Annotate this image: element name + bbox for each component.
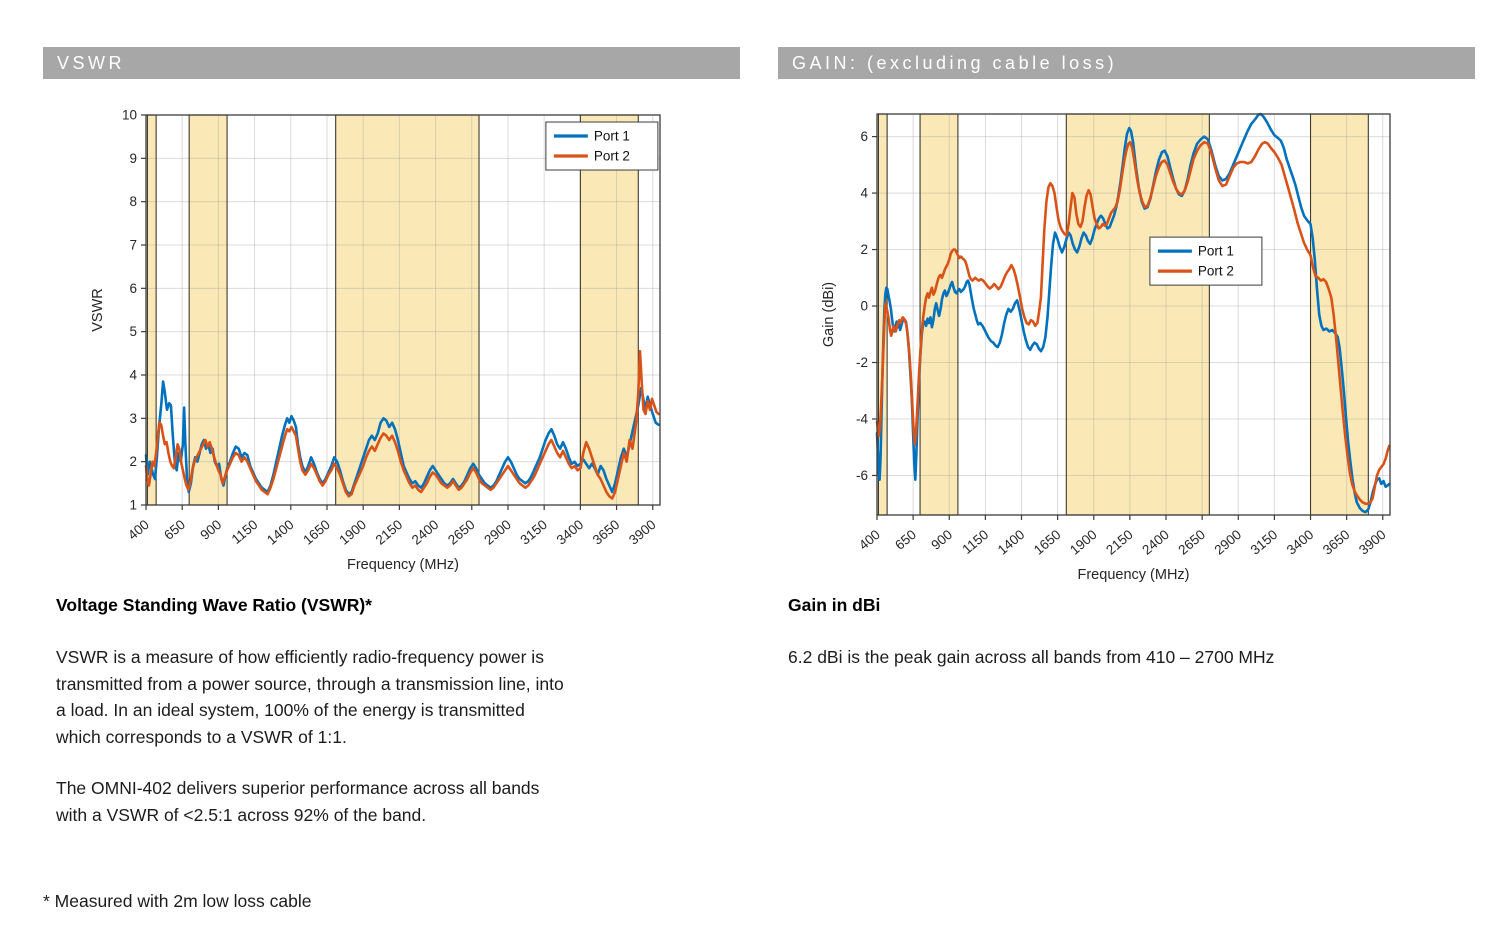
vswr-chart: 400 650 900 1150 1400 1650 1900 2150 2400 2650 290… bbox=[90, 108, 661, 573]
x-tick-label: 400 bbox=[125, 517, 152, 543]
y-tick-label: 5 bbox=[129, 324, 137, 339]
y-tick-label: 6 bbox=[860, 129, 868, 144]
legend-label: Port 1 bbox=[1198, 244, 1234, 259]
frequency-band-highlight bbox=[878, 114, 888, 515]
y-axis-label: VSWR bbox=[90, 288, 106, 332]
x-tick-label: 3650 bbox=[590, 517, 623, 548]
legend-box bbox=[545, 121, 659, 171]
x-tick-label: 650 bbox=[161, 517, 188, 543]
x-tick-label: 1650 bbox=[1031, 527, 1064, 558]
port2-line bbox=[144, 349, 660, 500]
x-tick-label: 3150 bbox=[517, 517, 550, 548]
x-axis-label: Frequency (MHz) bbox=[347, 557, 459, 573]
legend-label: Port 1 bbox=[594, 129, 630, 144]
vswr-header-bar: VSWR bbox=[43, 47, 740, 79]
gain-paragraph-1: 6.2 dBi is the peak gain across all band… bbox=[788, 647, 1275, 667]
x-axis-label: Frequency (MHz) bbox=[1078, 567, 1190, 583]
x-tick-label: 2900 bbox=[481, 517, 514, 548]
y-tick-label: 1 bbox=[129, 498, 137, 513]
y-tick-label: -6 bbox=[856, 468, 868, 483]
y-tick-label: 8 bbox=[129, 194, 137, 209]
x-tick-label: 1900 bbox=[336, 517, 369, 548]
legend-box bbox=[1149, 236, 1263, 286]
y-tick-label: -2 bbox=[856, 355, 868, 370]
y-tick-label: 9 bbox=[129, 151, 137, 166]
y-tick-label: 4 bbox=[129, 368, 137, 383]
y-tick-label: 3 bbox=[129, 411, 137, 426]
y-tick-label: 2 bbox=[129, 454, 137, 469]
x-tick-label: 1150 bbox=[229, 517, 261, 547]
x-tick-label: 3650 bbox=[1320, 527, 1353, 558]
y-tick-label: 2 bbox=[860, 242, 868, 257]
x-tick-label: 2400 bbox=[409, 517, 442, 548]
x-tick-label: 2400 bbox=[1139, 527, 1172, 558]
x-tick-label: 3900 bbox=[1356, 527, 1389, 558]
port2-line bbox=[875, 140, 1391, 506]
x-tick-label: 2650 bbox=[445, 517, 478, 548]
vswr-section-heading: Voltage Standing Wave Ratio (VSWR)* bbox=[56, 595, 372, 615]
y-tick-label: 7 bbox=[129, 238, 137, 253]
axes-box bbox=[145, 114, 661, 506]
y-tick-label: -4 bbox=[856, 411, 868, 426]
x-tick-label: 900 bbox=[928, 527, 955, 553]
x-tick-label: 2150 bbox=[1103, 527, 1136, 558]
x-tick-label: 2900 bbox=[1212, 527, 1245, 558]
x-tick-label: 400 bbox=[856, 527, 883, 553]
y-tick-label: 0 bbox=[860, 299, 868, 314]
x-tick-label: 1400 bbox=[995, 527, 1028, 558]
frequency-band-highlight bbox=[335, 115, 480, 505]
x-tick-label: 3900 bbox=[626, 517, 659, 548]
y-tick-label: 4 bbox=[860, 186, 868, 201]
vswr-paragraph-1: VSWR is a measure of how efficiently rad… bbox=[56, 647, 564, 747]
legend-label: Port 2 bbox=[1198, 264, 1234, 279]
x-tick-label: 2650 bbox=[1175, 527, 1208, 558]
x-tick-label: 1150 bbox=[959, 527, 991, 557]
x-tick-label: 1900 bbox=[1067, 527, 1100, 558]
legend-label: Port 2 bbox=[594, 149, 630, 164]
gain-chart: 400 650 900 1150 1400 1650 1900 2150 2400 2650 290… bbox=[821, 112, 1391, 583]
measurement-footnote: * Measured with 2m low loss cable bbox=[43, 891, 312, 911]
x-tick-label: 900 bbox=[197, 517, 224, 543]
x-tick-label: 3400 bbox=[1284, 527, 1317, 558]
y-axis-label: Gain (dBi) bbox=[821, 282, 837, 347]
x-tick-label: 1400 bbox=[264, 517, 297, 548]
frequency-band-highlight bbox=[189, 115, 228, 505]
y-tick-label: 10 bbox=[122, 108, 137, 123]
x-tick-label: 2150 bbox=[373, 517, 406, 548]
y-tick-label: 6 bbox=[129, 281, 137, 296]
gain-section-heading: Gain in dBi bbox=[788, 595, 881, 615]
x-tick-label: 1650 bbox=[300, 517, 333, 548]
x-tick-label: 650 bbox=[892, 527, 919, 553]
vswr-paragraph-2: The OMNI-402 delivers superior performan… bbox=[56, 778, 540, 825]
axes-box bbox=[876, 113, 1391, 516]
gain-header-bar: GAIN: (excluding cable loss) bbox=[778, 47, 1475, 79]
x-tick-label: 3400 bbox=[554, 517, 587, 548]
x-tick-label: 3150 bbox=[1248, 527, 1281, 558]
frequency-band-highlight bbox=[147, 115, 157, 505]
